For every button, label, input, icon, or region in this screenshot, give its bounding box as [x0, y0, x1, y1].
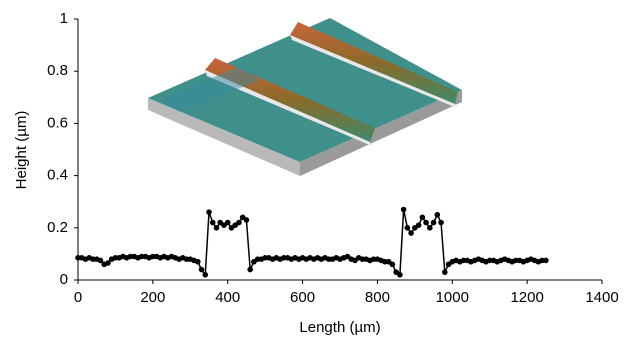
data-point: [423, 220, 429, 226]
data-point: [195, 259, 201, 265]
data-point: [438, 220, 444, 226]
y-tick-label: 0.2: [47, 219, 68, 236]
data-point: [206, 209, 212, 215]
data-point: [405, 225, 411, 231]
data-point: [214, 225, 220, 231]
data-point: [416, 222, 422, 228]
inset-3d-image: [148, 18, 462, 176]
y-tick-label: 1: [60, 10, 68, 27]
data-point: [225, 220, 231, 226]
data-point: [397, 272, 403, 278]
y-tick-label: 0: [60, 271, 68, 288]
x-tick-label: 200: [140, 289, 165, 306]
y-axis-label: Height (µm): [13, 111, 30, 190]
data-point: [247, 267, 253, 273]
data-point: [199, 267, 205, 273]
data-point: [435, 212, 441, 218]
data-point: [401, 207, 407, 213]
x-tick-label: 1400: [585, 289, 618, 306]
x-tick-label: 0: [74, 289, 82, 306]
y-tick-label: 0.8: [47, 62, 68, 79]
data-point: [236, 220, 242, 226]
data-line: [78, 210, 546, 275]
x-axis-label: Length (µm): [299, 319, 380, 336]
data-point: [244, 217, 250, 223]
chart: Length (µm) Height (µm) 0200400600800100…: [0, 0, 630, 339]
data-point: [408, 230, 414, 236]
x-tick-label: 400: [215, 289, 240, 306]
data-point: [420, 215, 426, 221]
data-point: [431, 220, 437, 226]
data-point: [543, 258, 549, 264]
data-point: [390, 262, 396, 268]
data-point: [427, 225, 433, 231]
data-point: [202, 272, 208, 278]
x-tick-label: 1200: [510, 289, 543, 306]
data-point: [210, 220, 216, 226]
x-tick-label: 1000: [436, 289, 469, 306]
x-tick-label: 800: [365, 289, 390, 306]
x-tick-label: 600: [290, 289, 315, 306]
y-tick-label: 0.4: [47, 167, 68, 184]
y-tick-label: 0.6: [47, 114, 68, 131]
data-point: [442, 269, 448, 275]
